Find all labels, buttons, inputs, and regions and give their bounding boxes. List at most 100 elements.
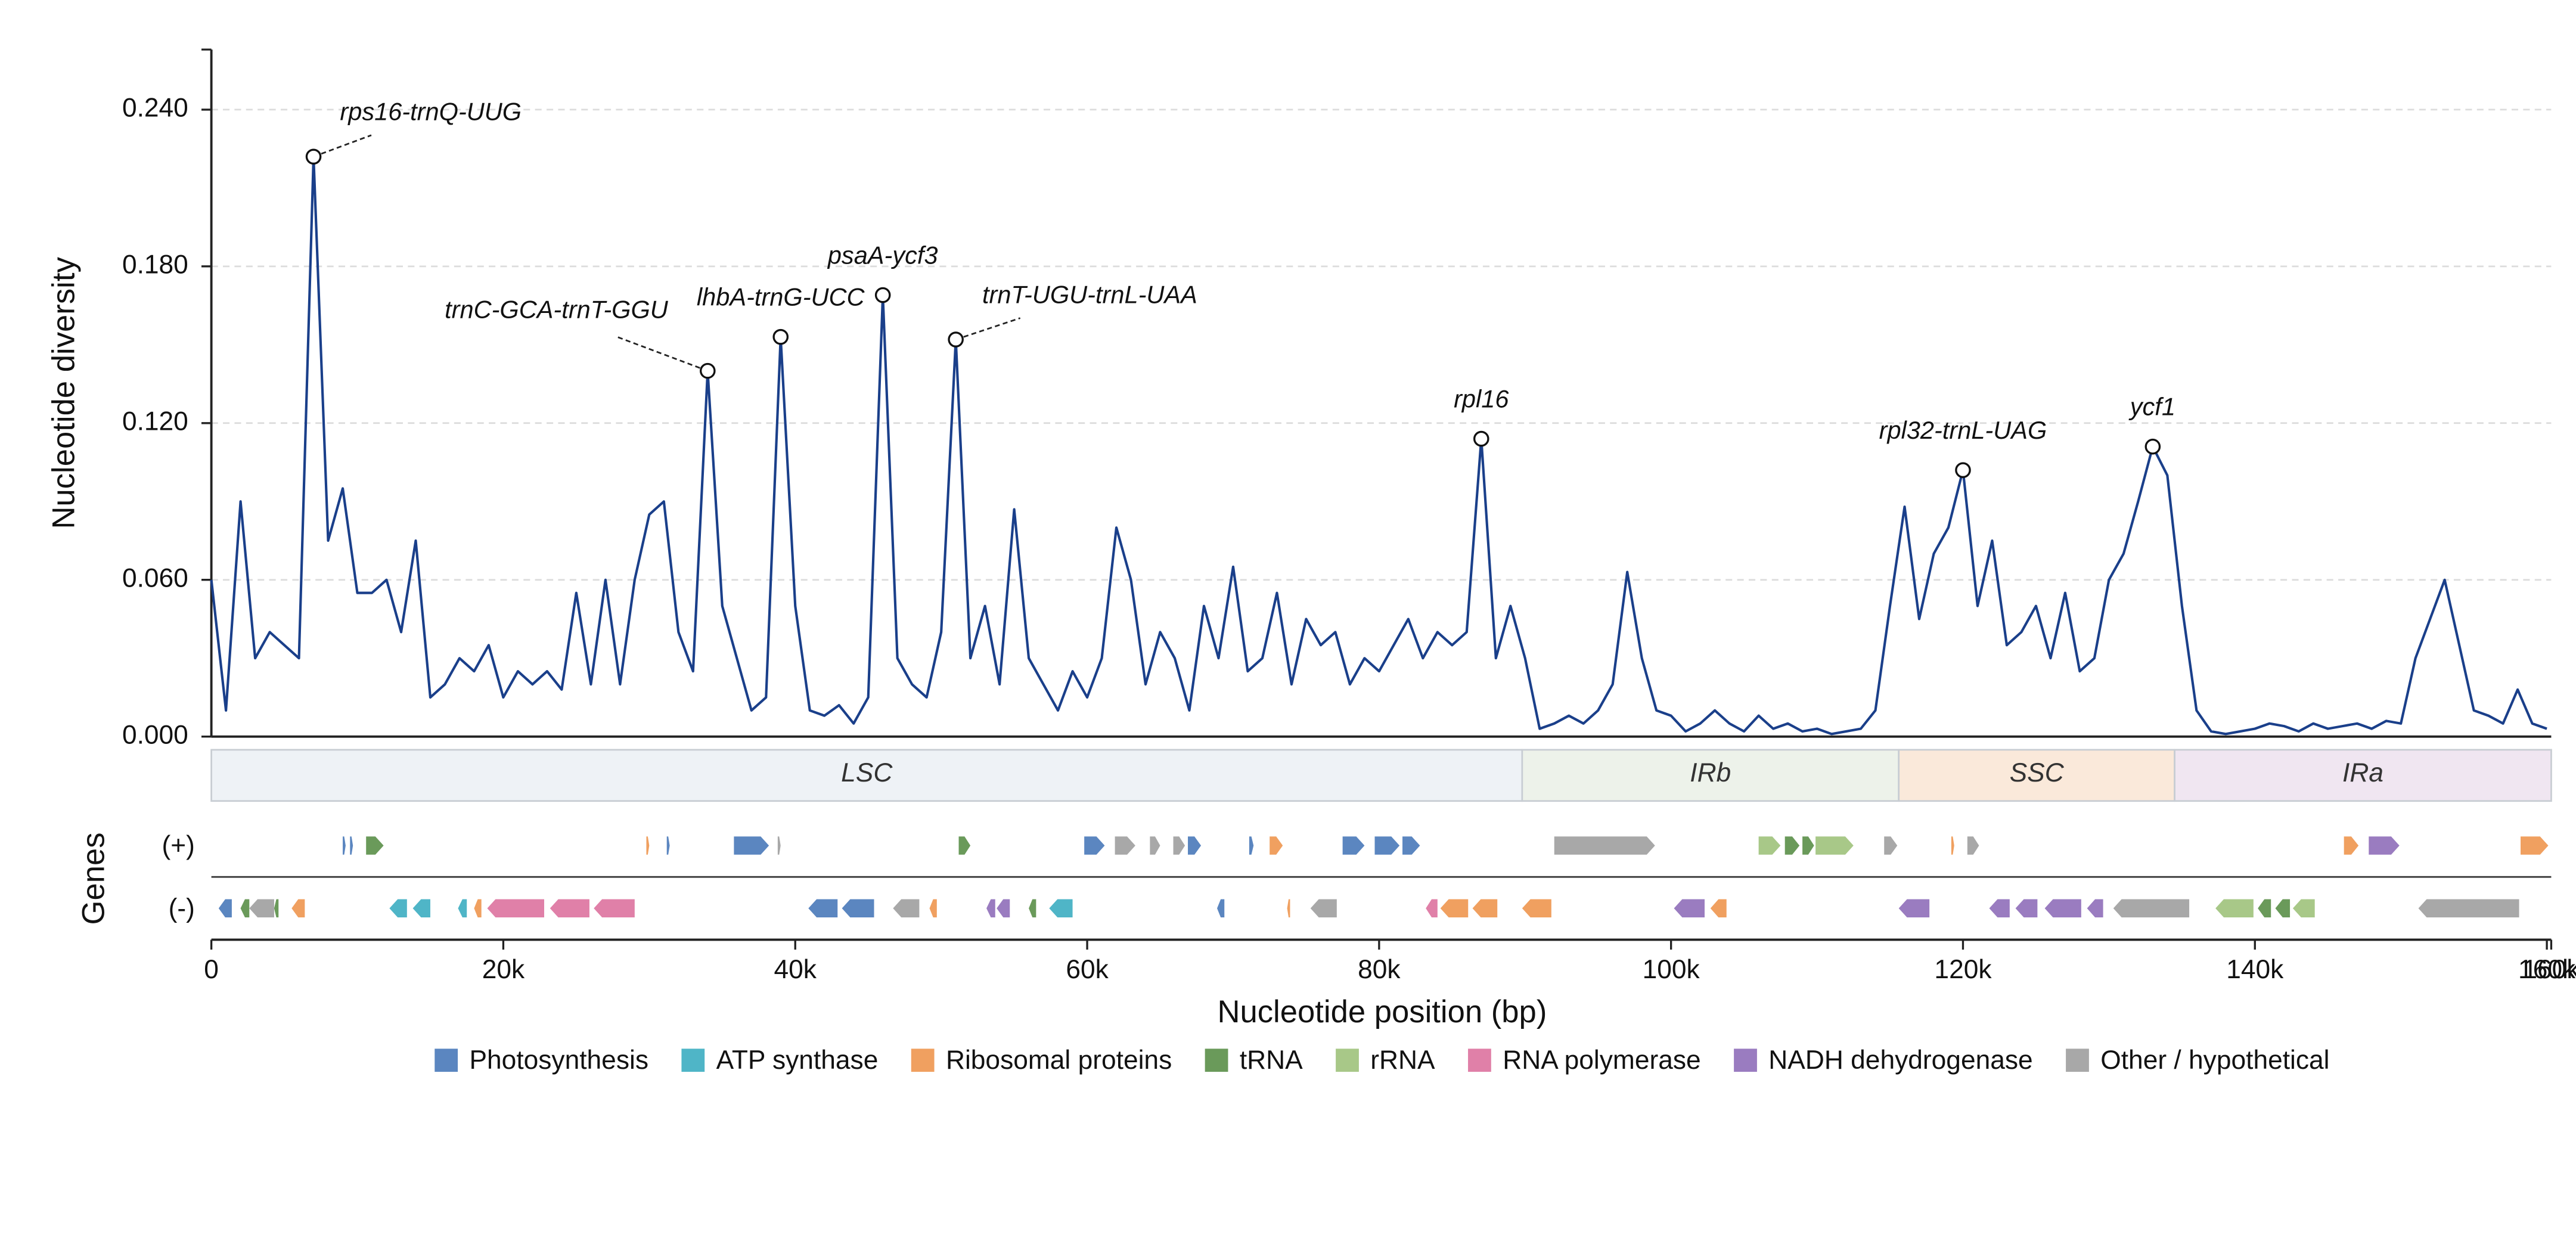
gene — [1310, 899, 1337, 918]
legend-label: NADH dehydrogenase — [1768, 1046, 2032, 1075]
legend-swatch — [1468, 1049, 1491, 1072]
gene — [2215, 899, 2254, 918]
gene — [2521, 836, 2549, 855]
legend-swatch — [1734, 1049, 1757, 1072]
annotation-leader — [614, 335, 708, 372]
gene — [594, 899, 635, 918]
gene — [958, 836, 971, 855]
gene — [1710, 899, 1727, 918]
gene — [1802, 836, 1814, 855]
gene — [1249, 836, 1254, 855]
annotation-point — [700, 362, 716, 379]
gene — [291, 899, 305, 918]
y-axis-label: Nucleotide diversity — [46, 257, 82, 529]
gene — [1049, 899, 1073, 918]
region-band — [2174, 749, 2552, 802]
gene — [389, 899, 407, 918]
gene — [893, 899, 920, 918]
annotation-label: rps16-trnQ-UUG — [340, 98, 522, 126]
gene — [1758, 836, 1781, 855]
legend-swatch — [681, 1049, 705, 1072]
region-label: SSC — [2010, 758, 2065, 787]
y-tick-label: 0.240 — [122, 94, 188, 123]
gene — [249, 899, 274, 918]
gene — [929, 899, 937, 918]
gene — [1951, 836, 1954, 855]
region-label: LSC — [841, 758, 893, 787]
legend-label: RNA polymerase — [1503, 1046, 1700, 1075]
gene — [240, 899, 250, 918]
region-label: IRa — [2342, 758, 2383, 787]
annotation-label: ycf1 — [2128, 392, 2175, 420]
gene — [1173, 836, 1185, 855]
gene — [1472, 899, 1498, 918]
gene — [1815, 836, 1854, 855]
annotation-point — [1473, 430, 1489, 447]
annotation-point — [772, 328, 789, 345]
gene — [1784, 836, 1800, 855]
gene — [487, 899, 545, 918]
gene — [1287, 899, 1290, 918]
annotation-point — [1955, 462, 1971, 478]
legend-swatch — [1205, 1049, 1228, 1072]
legend-swatch — [1336, 1049, 1359, 1072]
gene — [1967, 836, 1979, 855]
gene — [274, 899, 279, 918]
x-tick-label: 60k — [1066, 955, 1109, 984]
annotation-leader — [313, 134, 372, 158]
legend-label: Ribosomal proteins — [946, 1046, 1172, 1075]
gene — [1270, 836, 1283, 855]
gene — [1217, 899, 1225, 918]
region-label: IRb — [1690, 758, 1731, 787]
gene — [1115, 836, 1135, 855]
gene — [550, 899, 589, 918]
legend-label: ATP synthase — [716, 1046, 879, 1075]
gene — [412, 899, 430, 918]
gene — [1554, 836, 1655, 855]
x-tick-label: 20k — [482, 955, 525, 984]
annotation-label: rpl16 — [1454, 384, 1509, 413]
legend-swatch — [2066, 1049, 2089, 1072]
gene — [1989, 899, 2010, 918]
gene — [2044, 899, 2081, 918]
x-tick-label: 40k — [774, 955, 817, 984]
x-tick-label: 0 — [204, 955, 219, 984]
gene — [1084, 836, 1105, 855]
gene — [2258, 899, 2271, 918]
gene — [2087, 899, 2103, 918]
gene — [1374, 836, 1400, 855]
gene — [1440, 899, 1469, 918]
gene — [1884, 836, 1898, 855]
gene — [1150, 836, 1160, 855]
legend-swatch — [911, 1049, 935, 1072]
x-tick-label: 120k — [1934, 955, 1992, 984]
gene — [2344, 836, 2359, 855]
gene — [777, 836, 781, 855]
x-tick-label: 80k — [1358, 955, 1401, 984]
gene — [1188, 836, 1202, 855]
gene — [986, 899, 995, 918]
y-tick-label: 0.000 — [122, 720, 188, 749]
diversity-line — [210, 155, 2547, 736]
legend-label: Other / hypothetical — [2100, 1046, 2329, 1075]
gene — [2015, 899, 2038, 918]
strand-label: (-) — [169, 894, 195, 923]
annotation-point — [305, 148, 322, 165]
gene — [2292, 899, 2315, 918]
x-tick-label: 100k — [1643, 955, 1700, 984]
genes-label: Genes — [76, 832, 111, 925]
region-band — [210, 749, 1523, 802]
gene — [734, 836, 769, 855]
x-axis-label: Nucleotide position (bp) — [1217, 994, 1547, 1029]
strand-label: (+) — [162, 831, 195, 860]
gene — [1342, 836, 1365, 855]
gene — [842, 899, 874, 918]
annotation-label: lhbA-trnG-UCC — [697, 283, 865, 311]
annotation-leader — [955, 317, 1021, 340]
annotation-label: rpl32-trnL-UAG — [1879, 416, 2047, 444]
gene — [666, 836, 670, 855]
legend-label: Photosynthesis — [469, 1046, 648, 1075]
y-tick-label: 0.180 — [122, 250, 188, 280]
y-tick-label: 0.120 — [122, 407, 188, 436]
annotation-point — [2144, 438, 2161, 455]
